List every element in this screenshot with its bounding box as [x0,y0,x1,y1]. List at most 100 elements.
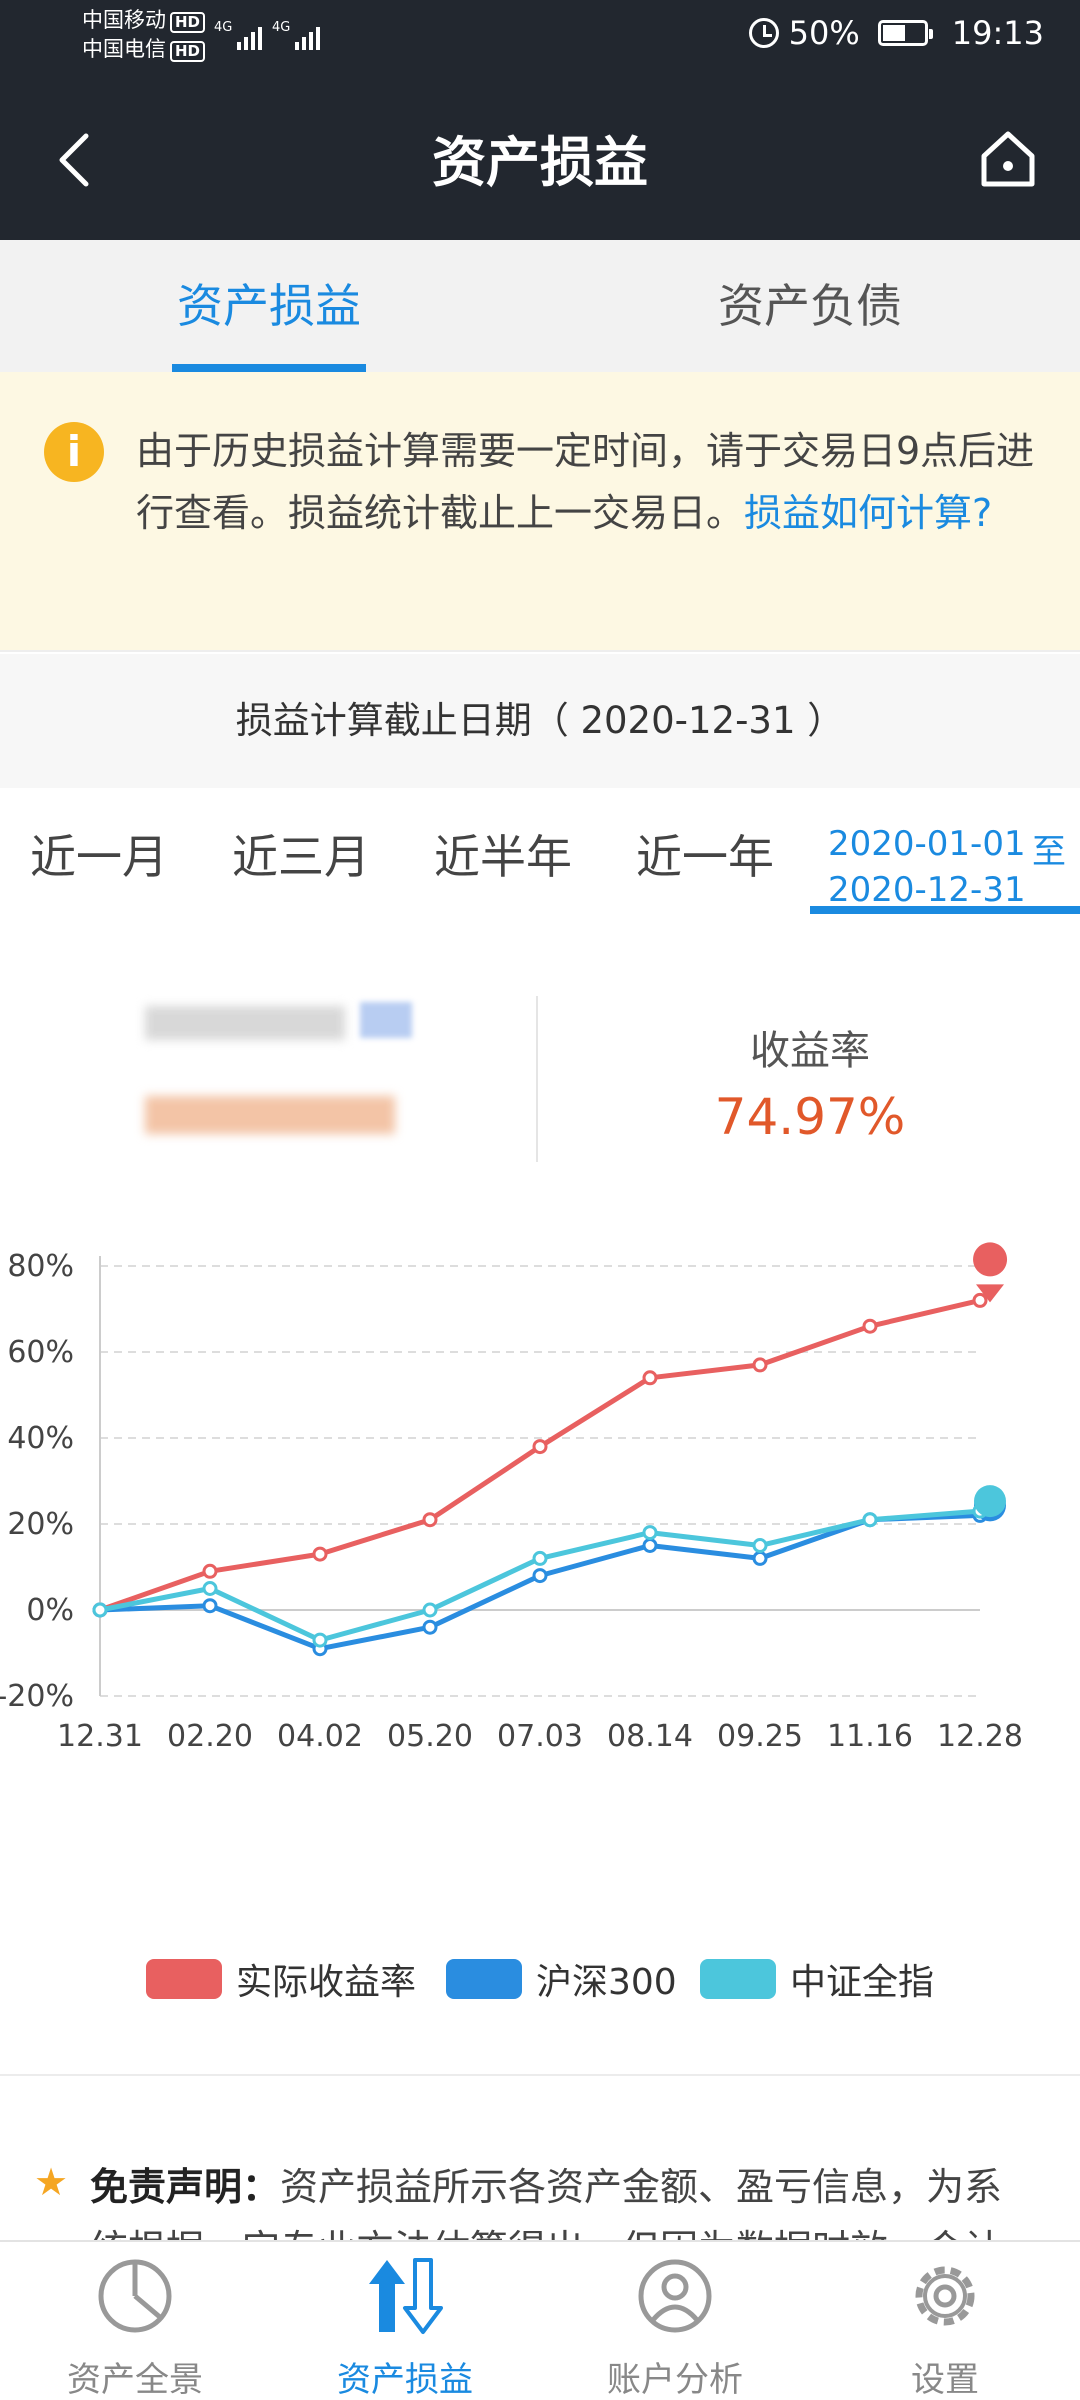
summary-divider [536,996,538,1162]
x-tick-label: 12.28 [937,1719,1023,1754]
masked-badge [360,1002,412,1038]
data-point [532,1439,548,1455]
battery-icon [877,20,933,46]
legend-actual-return[interactable]: 实际收益率 [146,1956,416,2003]
carrier-1: 中国移动 [82,8,166,32]
chart-legend: 实际收益率 沪深300 中证全指 [0,1944,1080,2014]
data-point [422,1512,438,1528]
return-rate-value: 74.97% [714,1088,906,1146]
x-tick-label: 08.14 [607,1719,693,1754]
end-marker [974,1485,1006,1518]
end-marker [973,1242,1008,1277]
y-tick-label: 60% [7,1335,74,1370]
info-icon: i [44,422,104,482]
hd-badge-1: HD [170,12,206,33]
data-point [972,1292,988,1308]
data-point [202,1563,218,1579]
legend-swatch [446,1959,522,1999]
status-bar: 中国移动 HD 中国电信 HD 4G 4G 50% 19:13 [0,0,1080,70]
clock: 19:13 [951,14,1044,52]
x-tick-label: 09.25 [717,1719,803,1754]
data-point [642,1525,658,1541]
y-tick-label: 20% [7,1507,74,1542]
up-down-arrows-icon [369,2258,443,2334]
masked-account-name [145,1006,345,1040]
masked-amount [145,1096,395,1134]
period-filter: 近一月 近三月 近半年 近一年 2020-01-01 至 2020-12-31 [0,788,1080,926]
custom-range-selector[interactable]: 2020-01-01 至 2020-12-31 [810,808,1080,914]
y-tick-label: 40% [7,1421,74,1456]
data-point [532,1550,548,1566]
home-icon[interactable] [976,126,1040,190]
x-tick-label: 05.20 [387,1719,473,1754]
carrier-2: 中国电信 [82,37,166,61]
bottom-nav-settings[interactable]: 设置 [810,2242,1080,2400]
bottom-nav-asset-pnl[interactable]: 资产损益 [270,2242,540,2400]
x-tick-label: 12.31 [57,1719,143,1754]
period-1y[interactable]: 近一年 [636,830,774,884]
data-point [862,1512,878,1528]
data-point [422,1619,438,1635]
x-tick-label: 11.16 [827,1719,913,1754]
legend-swatch [700,1959,776,1999]
data-point [202,1598,218,1614]
data-point [752,1538,768,1553]
data-point [312,1546,328,1562]
signal-icon: 4G [272,20,321,50]
bottom-nav-account-analysis[interactable]: 账户分析 [540,2242,810,2400]
period-1m[interactable]: 近一月 [30,830,168,884]
notice-banner: i 由于历史损益计算需要一定时间，请于交易日9点后进行查看。损益统计截止上一交易… [0,372,1080,652]
nav-bar: 资产损益 [0,70,1080,240]
data-point [422,1602,438,1618]
page-title: 资产损益 [432,131,648,194]
carrier-info: 中国移动 HD 中国电信 HD [82,6,206,64]
status-right: 50% 19:13 [748,14,1044,52]
section-divider [0,2074,1080,2076]
data-point [312,1632,328,1648]
range-start: 2020-01-01 [828,824,1026,864]
summary-card: 收益率 74.97% [0,926,1080,1186]
x-tick-label: 02.20 [167,1719,253,1754]
end-marker-tip [976,1284,1004,1303]
y-tick-label: 80% [7,1249,74,1284]
data-point [532,1568,548,1584]
battery-percent: 50% [788,14,860,52]
hd-badge-2: HD [170,41,206,62]
period-3m[interactable]: 近三月 [232,830,370,884]
legend-csi-all[interactable]: 中证全指 [700,1956,934,2003]
chart-area: 80% 60% 40% 20% 0% -20% 12.31 02.20 04.02 05.20 07… [0,1186,1080,1906]
tab-asset-pnl[interactable]: 资产损益 [172,240,366,372]
data-point [642,1538,658,1553]
notice-text: 由于历史损益计算需要一定时间，请于交易日9点后进行查看。损益统计截止上一交易日。… [136,429,1035,535]
pnl-calc-link[interactable]: 损益如何计算? [744,491,993,535]
data-point [862,1318,878,1334]
legend-hs300[interactable]: 沪深300 [446,1956,677,2003]
period-6m[interactable]: 近半年 [434,830,572,884]
data-point [752,1550,768,1566]
data-point [752,1357,768,1373]
tab-asset-liability[interactable]: 资产负债 [718,279,902,333]
gear-icon [915,2266,975,2326]
bottom-nav: 资产全景 资产损益 账户分析 设置 [0,2240,1080,2400]
x-tick-label: 04.02 [277,1719,363,1754]
signal-icon: 4G [214,20,263,50]
data-point [202,1581,218,1596]
y-tick-label: -20% [0,1679,74,1714]
range-to: 至 [1032,832,1066,872]
disclaimer-text: 免责声明：资产损益所示各资产金额、盈亏信息，为系统根据一定专业方法估算得出，但因… [90,2165,1003,2240]
cutoff-date-header: 损益计算截止日期（ 2020-12-31 ） [0,654,1080,788]
legend-swatch [146,1959,222,1999]
back-icon[interactable] [48,130,108,190]
x-tick-label: 07.03 [497,1719,583,1754]
bottom-nav-asset-overview[interactable]: 资产全景 [0,2242,270,2400]
star-icon: ★ [34,2160,69,2204]
return-chart[interactable]: 80% 60% 40% 20% 0% -20% 12.31 02.20 04.02 05.20 07… [0,1186,1080,1906]
y-tick-label: 0% [26,1593,74,1628]
user-icon [638,2259,712,2333]
data-point [92,1602,108,1618]
return-rate-label: 收益率 [750,1028,870,1074]
range-end: 2020-12-31 [828,870,1026,910]
pie-chart-icon [98,2259,172,2333]
tab-bar: 资产损益 资产负债 [0,240,1080,372]
data-point [642,1370,658,1386]
